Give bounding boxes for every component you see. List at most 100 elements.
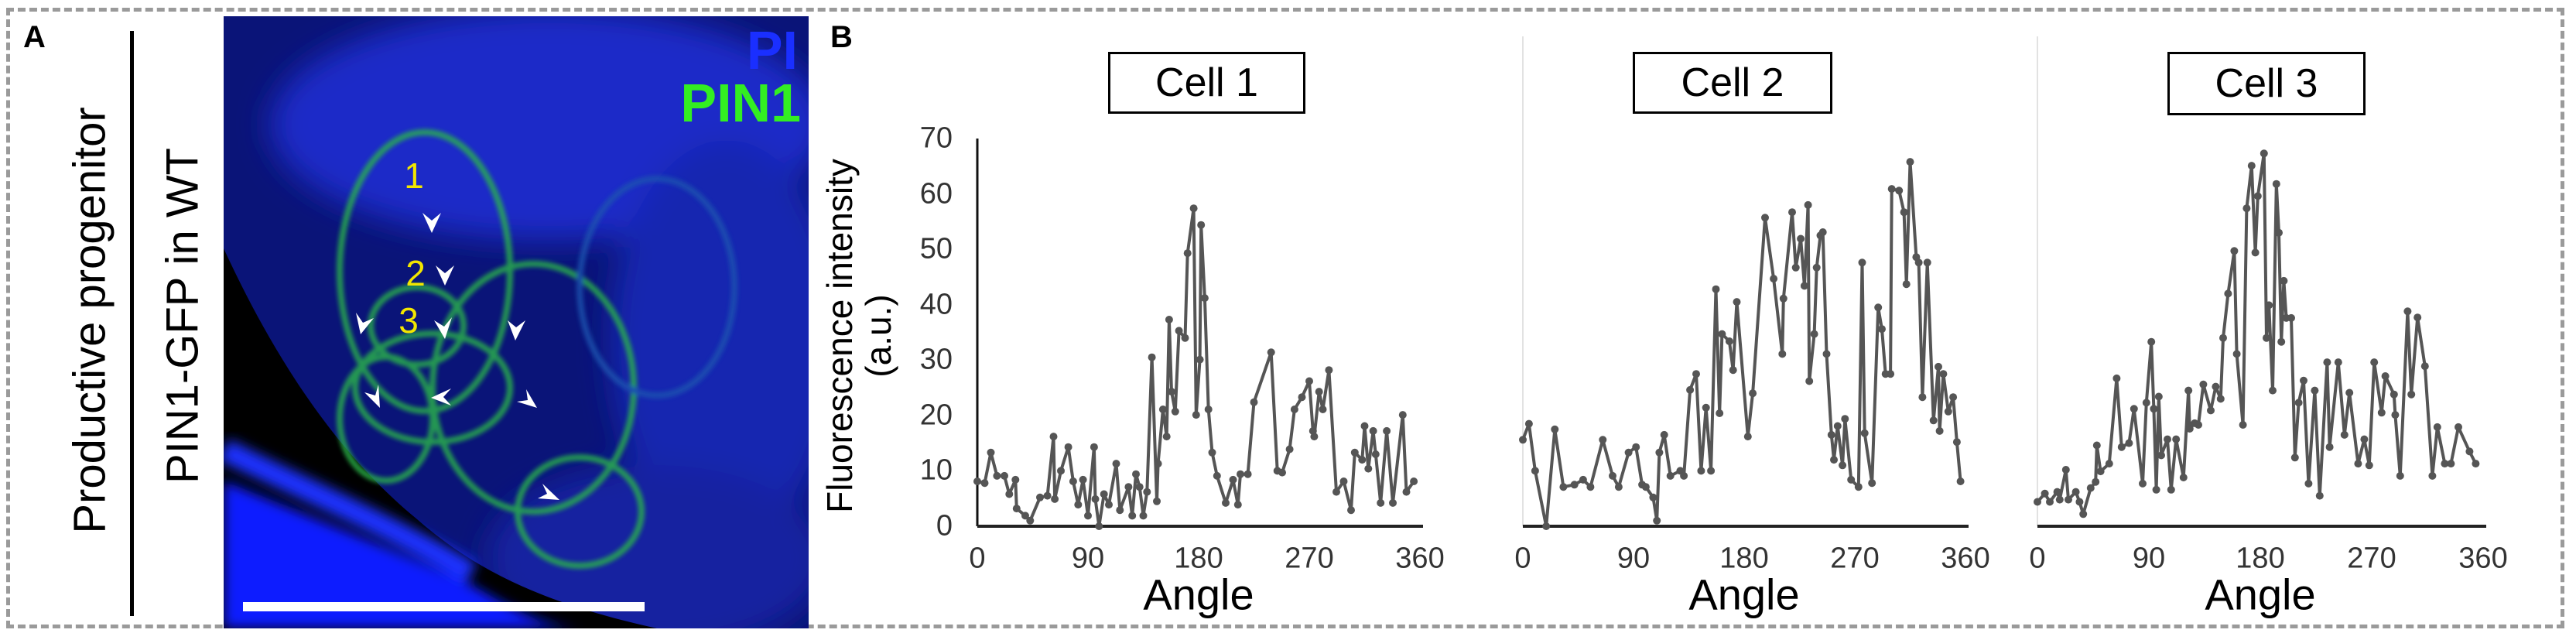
data-point [1712,285,1720,293]
data-point [2096,467,2105,476]
data-point [1360,422,1369,430]
channel-label-pi: PI [746,20,798,80]
data-point [1868,479,1876,488]
data-point [1729,366,1737,375]
data-point [2345,388,2354,397]
data-point [1112,460,1120,468]
data-point [1171,407,1179,416]
data-point [1805,377,1814,385]
data-point [2125,439,2133,447]
data-point [1847,475,1856,484]
data-point [1697,467,1705,475]
x-tick-label: 90 [2132,542,2166,575]
data-point [2055,495,2064,504]
x-axis-title: Angle [1688,570,1800,619]
data-point [1939,370,1948,378]
x-tick-label: 180 [1174,542,1223,575]
data-point [1383,426,1391,435]
data-point [1222,498,1230,507]
data-point [1319,406,1327,413]
data-point [1902,280,1911,289]
x-tick-label: 90 [1071,542,1105,575]
panel-a-letter: A [23,20,46,54]
data-point [1860,429,1869,437]
data-point [1887,370,1895,378]
data-point [1237,470,1244,478]
data-point [2447,460,2455,468]
data-point [2086,484,2095,492]
data-point [1666,471,1675,480]
data-point [1692,370,1700,378]
data-point [2117,443,2126,451]
data-point [1148,353,1156,361]
data-point [1956,477,1965,485]
data-point [1778,350,1787,358]
data-point [2247,162,2256,170]
data-point [2391,411,2400,419]
data-point [2216,395,2225,403]
data-point [1084,512,1092,520]
data-point [1181,334,1189,342]
data-point [1196,355,1204,364]
data-point [1524,419,1533,428]
microscopy-image: PI PIN1 1 2 3 [224,16,809,628]
x-tick-label: 180 [1719,542,1769,575]
data-point [1011,475,1020,484]
data-point [1812,263,1821,272]
data-point [1043,491,1052,500]
data-point [1586,483,1595,491]
data-point [1310,433,1319,441]
data-point [1895,187,1904,195]
data-point [1874,303,1883,312]
data-point [1878,325,1886,334]
data-point [1350,448,1359,457]
data-point [1858,258,1866,267]
x-tick-label: 360 [1941,542,1990,575]
data-point [980,479,989,488]
data-point [1213,471,1221,480]
data-point [2300,376,2307,385]
chart-title-box: Cell 3 [2167,52,2366,115]
data-point [2185,425,2194,433]
data-point [1305,377,1313,385]
data-point [2428,471,2437,480]
data-point [1770,275,1778,283]
data-point [1929,416,1938,425]
data-point [1952,438,1961,447]
data-point [2315,491,2324,500]
data-point [2139,479,2147,488]
data-point [2046,498,2054,506]
data-point [1935,426,1944,435]
data-point [1036,493,1044,501]
data-point [1285,445,1294,453]
data-point [1095,522,1103,530]
data-point [1069,477,1077,485]
data-point [2277,337,2286,346]
data-point [1788,208,1796,217]
data-point [1005,490,1014,498]
data-point [1718,330,1726,338]
data-point [1358,456,1367,464]
data-point [1599,436,1607,444]
data-point [2041,489,2049,498]
data-point [2365,461,2373,470]
data-point [1887,185,1896,193]
data-point [1100,490,1108,498]
data-point [1339,477,1348,485]
arrowhead-icon [538,484,559,500]
data-point [1154,460,1162,468]
data-point [2287,313,2295,322]
x-tick-label: 360 [1395,542,1445,575]
data-point [1923,258,1931,267]
data-point [1189,204,1198,213]
data-point [1135,483,1144,491]
data-point [2242,204,2251,213]
data-point [2253,192,2262,200]
data-point [1624,448,1633,457]
data-point [2290,453,2299,462]
data-point [2407,390,2416,399]
data-point [1716,409,1724,417]
data-point [2323,358,2331,367]
x-tick-label: 270 [1285,542,1334,575]
